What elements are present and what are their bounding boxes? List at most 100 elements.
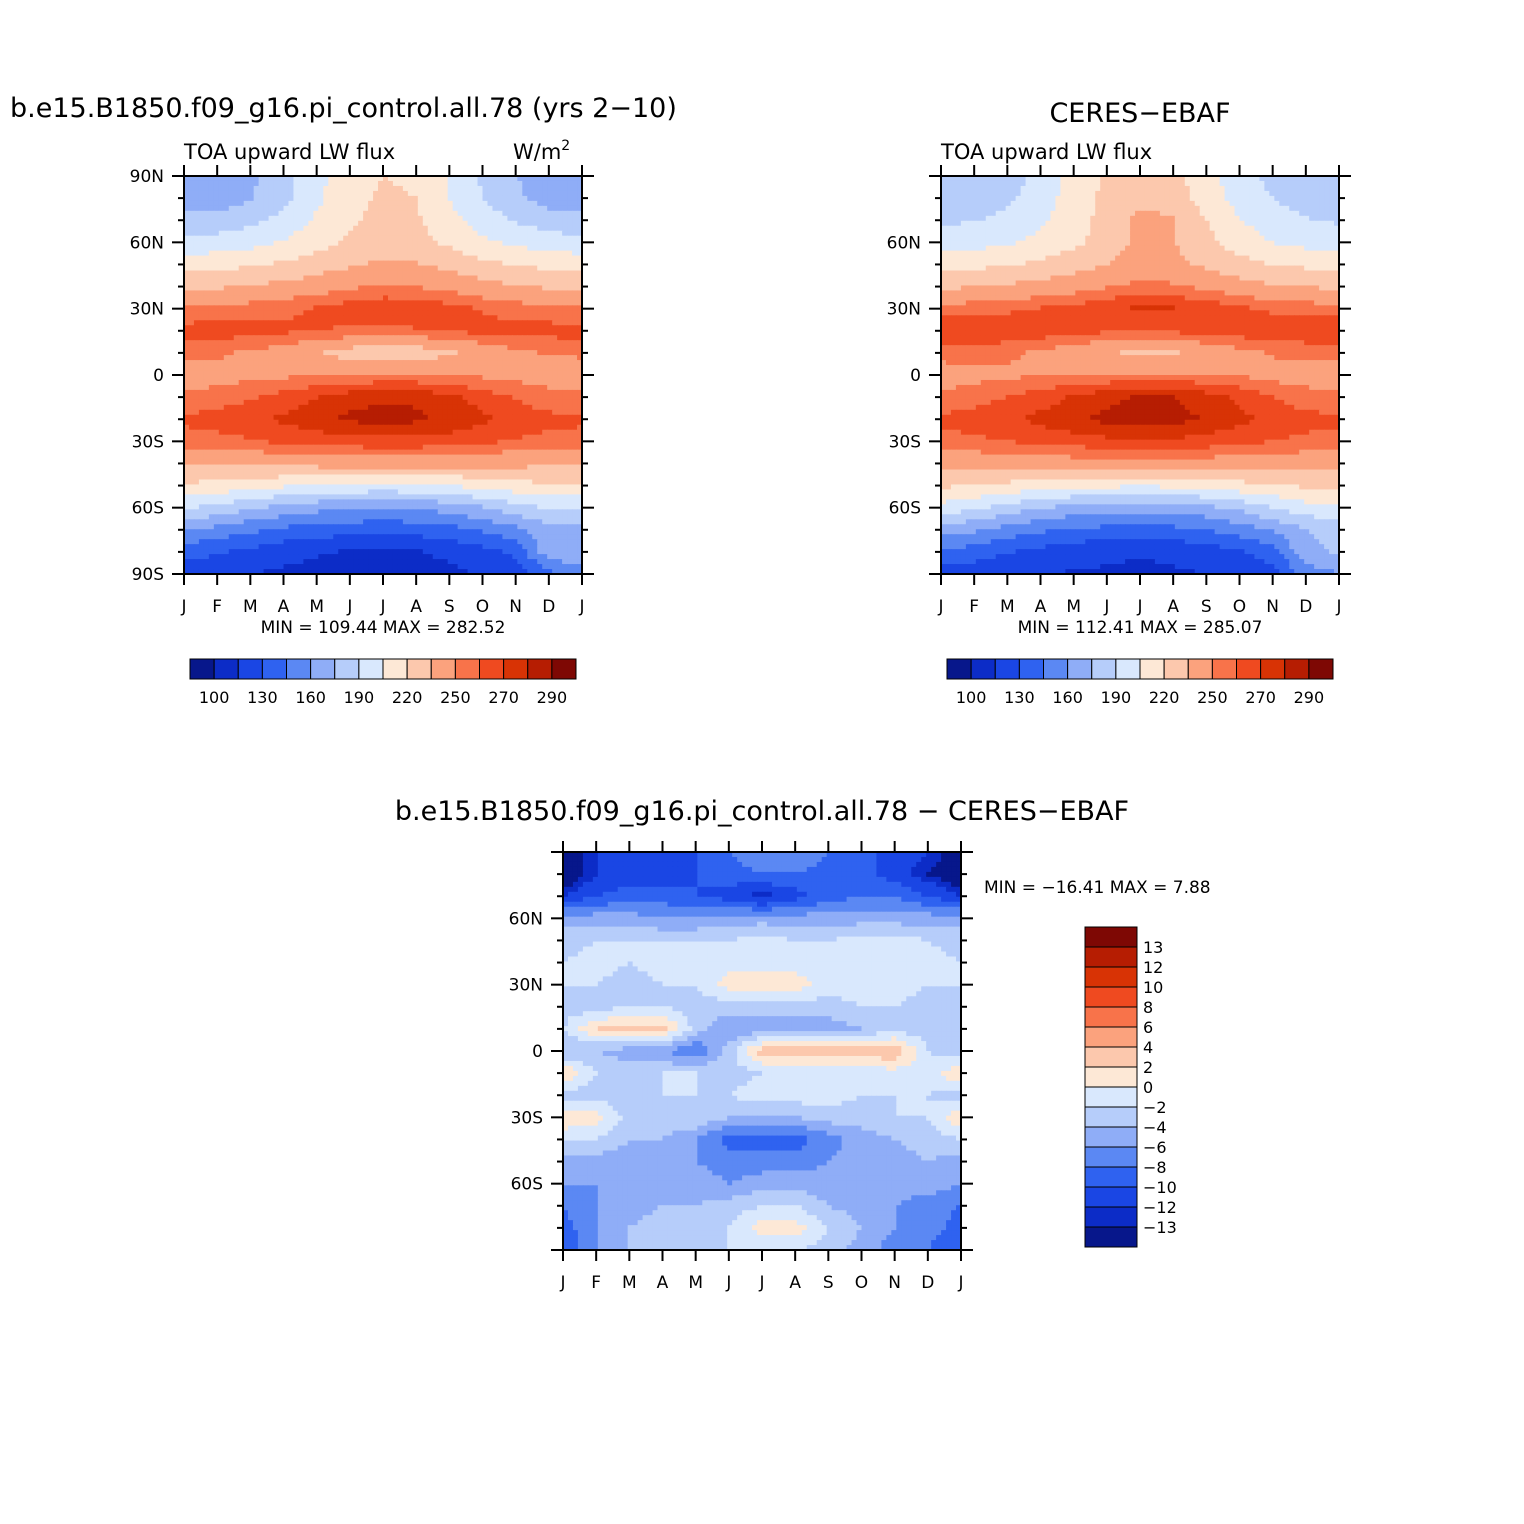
- field-cell: [348, 399, 354, 406]
- field-cell: [407, 280, 414, 287]
- field-cell: [193, 340, 200, 346]
- field-cell: [502, 230, 508, 237]
- field-cell: [462, 205, 469, 212]
- field-cell: [567, 444, 573, 451]
- field-cell: [348, 379, 354, 386]
- field-cell: [288, 454, 295, 461]
- field-cell: [193, 180, 200, 187]
- field-cell: [437, 434, 444, 441]
- field-cell: [447, 459, 454, 466]
- field-cell: [298, 479, 304, 486]
- field-cell: [318, 389, 324, 396]
- field-cell: [323, 260, 329, 267]
- field-cell: [273, 176, 280, 182]
- field-cell: [512, 210, 518, 217]
- field-cell: [502, 220, 508, 227]
- field-cell: [278, 325, 285, 331]
- field-cell: [263, 384, 270, 391]
- field-cell: [343, 365, 349, 371]
- field-cell: [577, 454, 583, 461]
- field-cell: [358, 365, 364, 371]
- field-cell: [184, 340, 190, 346]
- field-cell: [547, 176, 553, 182]
- field-cell: [447, 429, 454, 436]
- field-cell: [397, 310, 404, 316]
- field-cell: [442, 295, 449, 301]
- field-cell: [353, 320, 359, 326]
- field-cell: [358, 330, 364, 336]
- field-cell: [547, 355, 553, 361]
- field-cell: [447, 265, 454, 272]
- field-cell: [407, 384, 414, 391]
- field-cell: [343, 474, 349, 481]
- field-cell: [313, 389, 319, 396]
- field-cell: [442, 305, 449, 311]
- field-cell: [542, 479, 548, 486]
- field-cell: [283, 479, 290, 486]
- field-cell: [577, 280, 583, 287]
- field-cell: [527, 394, 533, 401]
- field-cell: [273, 379, 280, 386]
- field-cell: [243, 340, 250, 346]
- field-cell: [477, 335, 484, 341]
- field-cell: [278, 320, 285, 326]
- field-cell: [432, 265, 439, 272]
- field-cell: [313, 444, 319, 451]
- field-cell: [452, 479, 459, 486]
- field-cell: [363, 245, 369, 252]
- field-cell: [278, 185, 285, 192]
- field-cell: [532, 335, 538, 341]
- field-cell: [577, 325, 583, 331]
- field-cell: [253, 399, 260, 406]
- field-cell: [497, 195, 503, 202]
- field-cell: [338, 340, 344, 346]
- field-cell: [467, 394, 474, 401]
- field-cell: [567, 280, 573, 287]
- field-cell: [193, 285, 200, 292]
- field-cell: [532, 185, 538, 192]
- field-cell: [477, 439, 484, 446]
- field-cell: [263, 335, 270, 341]
- field-cell: [397, 340, 404, 346]
- field-cell: [427, 310, 434, 316]
- field-cell: [338, 250, 344, 257]
- field-cell: [258, 479, 265, 486]
- field-cell: [228, 414, 235, 421]
- field-cell: [258, 270, 265, 277]
- field-cell: [353, 176, 359, 182]
- field-cell: [223, 399, 230, 406]
- field-cell: [343, 454, 349, 461]
- field-cell: [353, 429, 359, 436]
- field-cell: [522, 176, 528, 182]
- field-cell: [397, 260, 404, 267]
- field-cell: [373, 399, 379, 406]
- field-cell: [184, 350, 190, 356]
- field-cell: [228, 409, 235, 416]
- field-cell: [184, 449, 190, 456]
- field-cell: [562, 185, 568, 192]
- field-cell: [373, 464, 379, 471]
- field-cell: [567, 434, 573, 441]
- field-cell: [288, 245, 295, 252]
- field-cell: [373, 275, 379, 282]
- field-cell: [283, 200, 290, 207]
- field-cell: [188, 464, 195, 471]
- field-cell: [517, 454, 523, 461]
- field-cell: [487, 340, 494, 346]
- field-cell: [432, 195, 439, 202]
- field-cell: [233, 225, 240, 232]
- field-cell: [303, 330, 309, 336]
- field-cell: [492, 399, 499, 406]
- field-cell: [497, 454, 503, 461]
- field-cell: [288, 310, 295, 316]
- field-cell: [263, 185, 270, 192]
- field-cell: [383, 295, 389, 301]
- field-cell: [527, 176, 533, 182]
- field-cell: [273, 310, 280, 316]
- field-cell: [557, 414, 563, 421]
- field-cell: [492, 305, 499, 311]
- field-cell: [552, 190, 558, 197]
- field-cell: [412, 310, 419, 316]
- field-cell: [353, 205, 359, 212]
- field-cell: [378, 434, 384, 441]
